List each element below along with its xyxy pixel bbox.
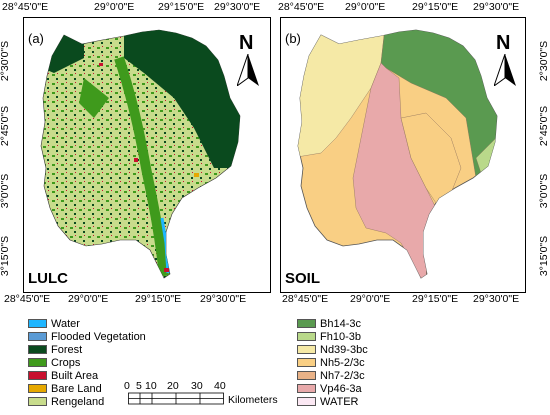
lulc-map [40, 29, 241, 279]
lulc-legend-built: Built Area [28, 369, 99, 382]
panel-a-letter: (a) [28, 31, 44, 46]
lulc-legend-range: Rengeland [28, 395, 105, 408]
scalebar-graphic [128, 392, 224, 405]
tick-top-a4: 29°30'0"E [214, 1, 261, 13]
tick-left-3: 3°0'0"S [0, 173, 11, 209]
legend-label: WATER [320, 395, 359, 408]
north-arrow-b: N [491, 32, 519, 88]
scalebar-tick-10: 10 [145, 380, 157, 392]
scalebar-tick-0: 0 [124, 380, 130, 392]
tick-top-a2: 29°0'0"E [94, 1, 135, 13]
swatch [297, 358, 316, 367]
panel-b-title: SOIL [285, 270, 321, 287]
lulc-legend-water: Water [28, 317, 80, 330]
soil-map-panel: (b) SOIL N [280, 17, 526, 293]
legend-label: Water [51, 317, 80, 330]
tick-right-3: 3°0'0"S [538, 173, 550, 209]
swatch [28, 384, 47, 393]
tick-bottom-a3: 29°15'0"E [135, 293, 182, 305]
tick-bottom-a2: 29°0'0"E [68, 293, 109, 305]
soil-map [297, 29, 498, 279]
legend-label: Nh7-2/3c [320, 369, 365, 382]
tick-bottom-a1: 28°45'0"E [4, 293, 51, 305]
scalebar-tick-40: 40 [214, 380, 226, 392]
scalebar-tick-30: 30 [191, 380, 203, 392]
tick-top-a3: 29°15'0"E [158, 1, 205, 13]
tick-left-1: 2°30'0"S [0, 40, 11, 82]
swatch [28, 397, 47, 406]
tick-bottom-b1: 28°45'0"E [282, 293, 329, 305]
north-arrow-icon [237, 54, 259, 86]
legend-label: Nd39-3bc [320, 343, 368, 356]
soil-legend-fh10: Fh10-3b [297, 330, 361, 343]
legend-label: Nh5-2/3c [320, 356, 365, 369]
swatch [297, 384, 316, 393]
legend-label: Bh14-3c [320, 317, 361, 330]
north-label-b: N [496, 32, 511, 54]
tick-top-b1: 28°45'0"E [278, 1, 325, 13]
legend-label: Forest [51, 343, 83, 356]
scalebar-tick-5: 5 [136, 380, 142, 392]
swatch [28, 358, 47, 367]
legend-label: Bare Land [51, 382, 102, 395]
swatch [297, 332, 316, 341]
tick-bottom-a4: 29°30'0"E [200, 293, 247, 305]
legend-label: Flooded Vegetation [51, 330, 146, 343]
swatch [28, 371, 47, 380]
panel-b-letter: (b) [285, 31, 301, 46]
swatch [297, 319, 316, 328]
swatch [28, 332, 47, 341]
soil-legend-nh7: Nh7-2/3c [297, 369, 365, 382]
tick-bottom-b3: 29°15'0"E [412, 293, 459, 305]
tick-top-b4: 29°30'0"E [473, 1, 520, 13]
north-label-a: N [239, 32, 254, 54]
tick-right-2: 2°45'0"S [538, 105, 550, 147]
soil-legend-nh5: Nh5-2/3c [297, 356, 365, 369]
lulc-map-panel: (a) LULC N [23, 17, 271, 293]
legend-label: Fh10-3b [320, 330, 361, 343]
swatch [28, 345, 47, 354]
tick-top-b3: 29°15'0"E [412, 1, 459, 13]
lulc-legend-flooded: Flooded Vegetation [28, 330, 146, 343]
tick-top-b2: 29°0'0"E [345, 1, 386, 13]
tick-top-a1: 28°45'0"E [2, 1, 49, 13]
lulc-legend-crops: Crops [28, 356, 81, 369]
tick-left-2: 2°45'0"S [0, 105, 11, 147]
legend-label: Crops [51, 356, 81, 369]
swatch [297, 371, 316, 380]
swatch [28, 319, 47, 328]
lulc-legend-forest: Forest [28, 343, 83, 356]
scalebar-unit: Kilometers [228, 394, 278, 406]
soil-legend-water: WATER [297, 395, 359, 408]
tick-bottom-b2: 29°0'0"E [350, 293, 391, 305]
north-arrow-a: N [234, 32, 262, 88]
soil-legend-nd39: Nd39-3bc [297, 343, 368, 356]
tick-left-4: 3°15'0"S [0, 235, 11, 277]
scalebar-tick-20: 20 [167, 380, 179, 392]
legend-label: Vp46-3a [320, 382, 362, 395]
north-arrow-icon [494, 54, 516, 86]
tick-bottom-b4: 29°30'0"E [473, 293, 520, 305]
soil-legend-bh14: Bh14-3c [297, 317, 361, 330]
panel-a-title: LULC [28, 270, 68, 287]
swatch [297, 397, 316, 406]
soil-legend-vp46: Vp46-3a [297, 382, 362, 395]
tick-right-4: 3°15'0"S [538, 235, 550, 277]
legend-label: Built Area [51, 369, 99, 382]
lulc-legend-bare: Bare Land [28, 382, 102, 395]
tick-right-1: 2°30'0"S [538, 40, 550, 82]
legend-label: Rengeland [51, 395, 105, 408]
swatch [297, 345, 316, 354]
